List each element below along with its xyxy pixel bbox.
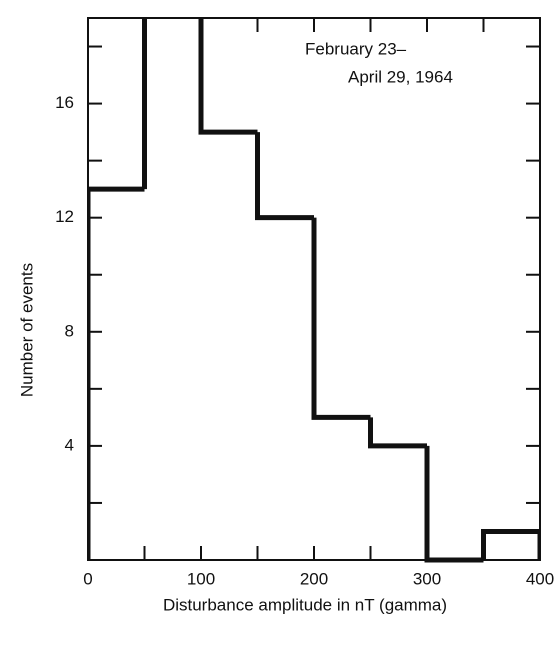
bar bbox=[368, 417, 427, 449]
x-axis-label: Disturbance amplitude in nT (gamma) bbox=[163, 595, 447, 614]
y-tick-label: 4 bbox=[65, 435, 74, 454]
bar bbox=[424, 445, 484, 563]
x-tick-label: 400 bbox=[526, 569, 554, 588]
bar bbox=[142, 18, 147, 190]
annotation: April 29, 1964 bbox=[348, 67, 453, 86]
annotation: February 23– bbox=[305, 39, 407, 58]
x-tick-label: 200 bbox=[300, 569, 328, 588]
bar bbox=[198, 18, 258, 135]
x-tick-label: 300 bbox=[413, 569, 441, 588]
bar bbox=[311, 217, 371, 420]
bar bbox=[481, 528, 540, 560]
bar bbox=[88, 186, 145, 560]
bars bbox=[88, 18, 540, 563]
y-tick-label: 8 bbox=[65, 321, 74, 340]
y-tick-label: 12 bbox=[55, 207, 74, 226]
y-axis-label: Number of events bbox=[17, 263, 36, 397]
bar bbox=[255, 132, 314, 221]
x-tick-label: 100 bbox=[187, 569, 215, 588]
x-tick-label: 0 bbox=[83, 569, 92, 588]
y-tick-label: 16 bbox=[55, 93, 74, 112]
